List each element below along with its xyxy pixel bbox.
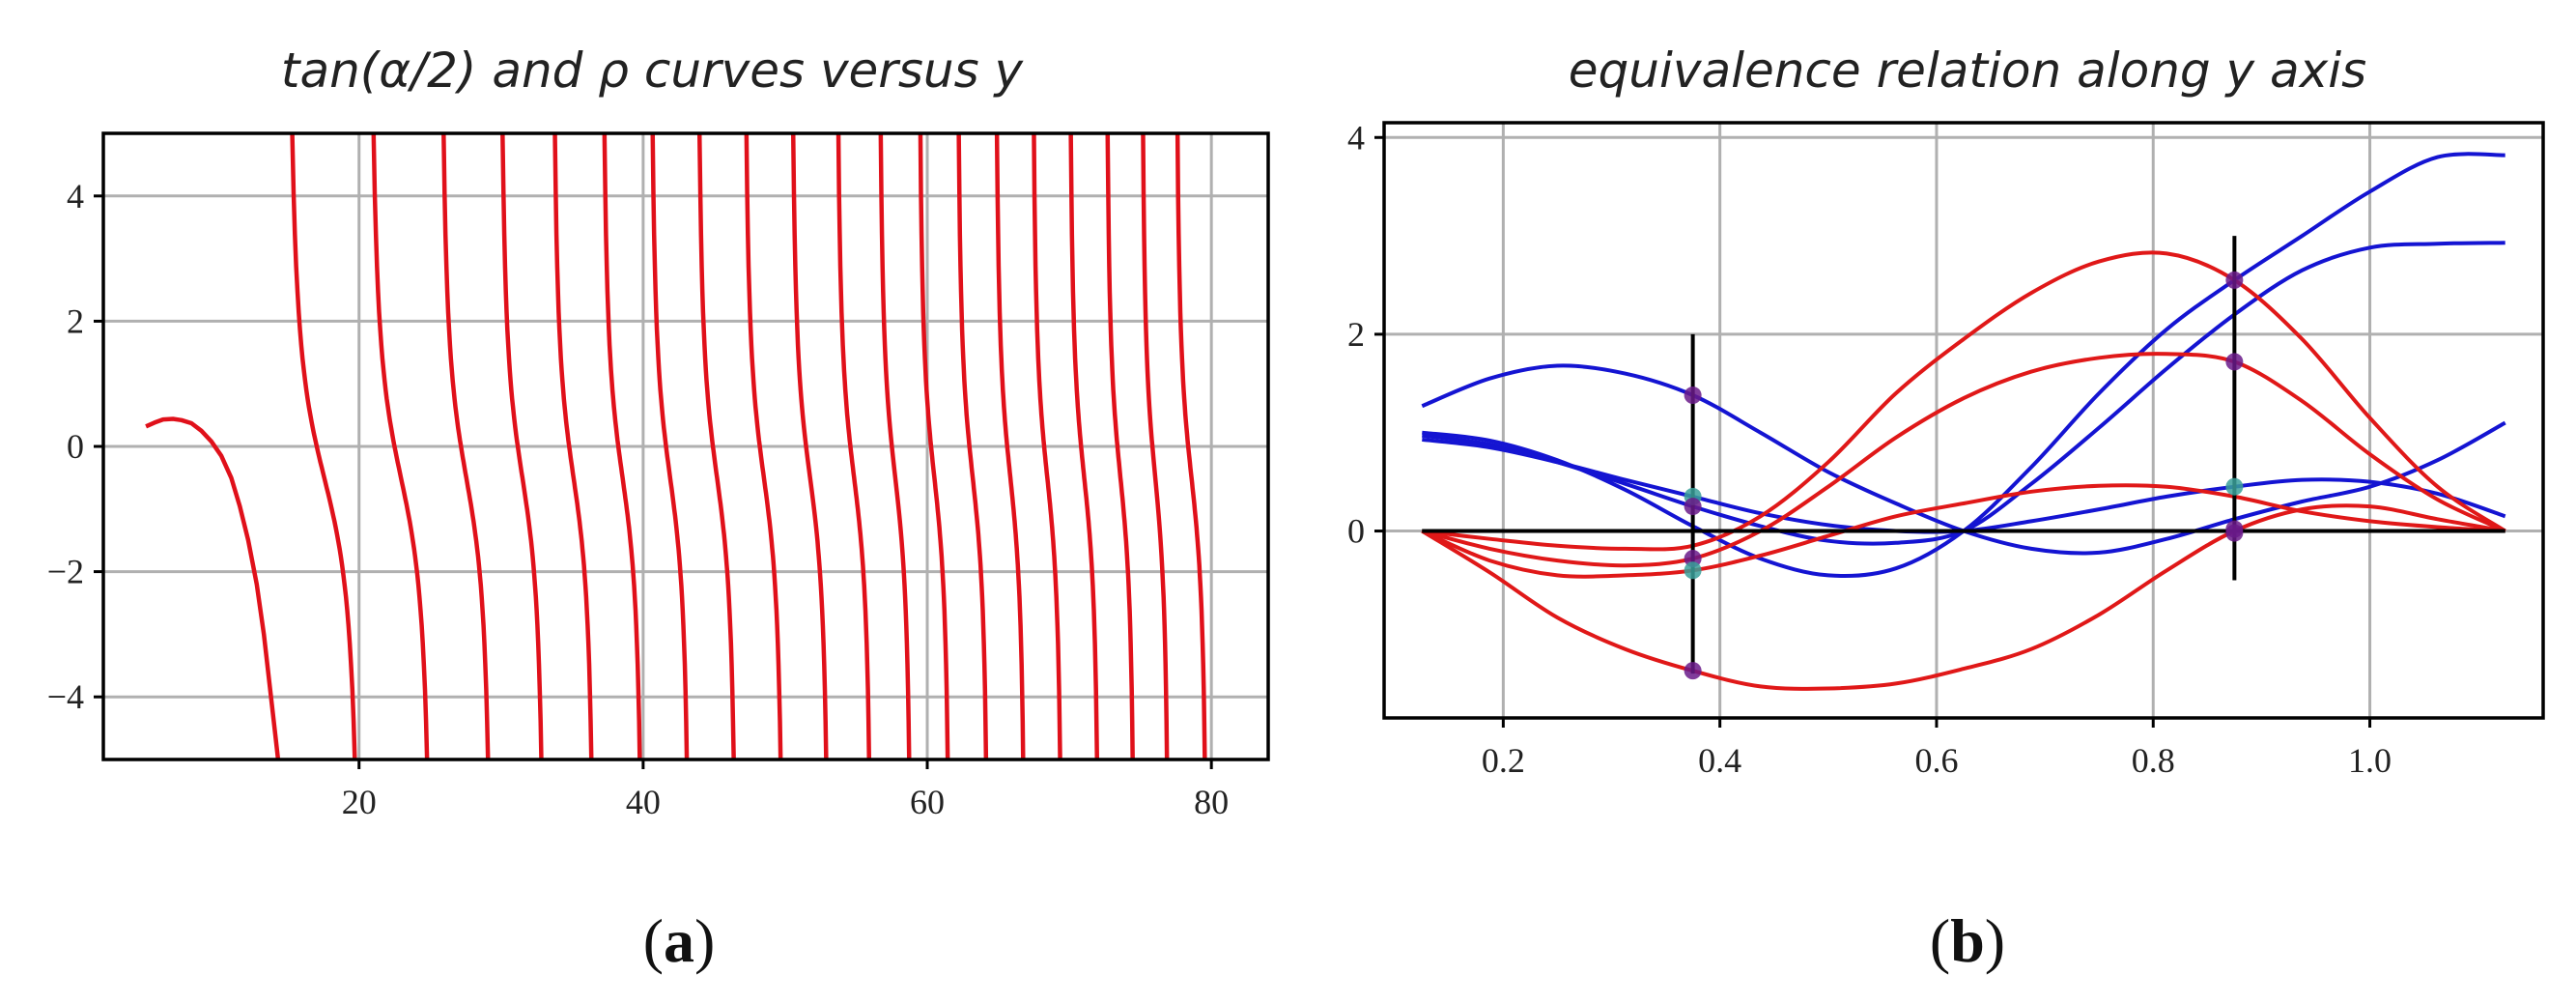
chart-b-x-tick-label: 1.0 bbox=[2348, 741, 2392, 780]
caption-b-open: ( bbox=[1930, 906, 1950, 975]
chart-a-title: tan(α/2) and ρ curves versus y bbox=[281, 43, 1025, 99]
chart-b-markers bbox=[1684, 271, 2244, 680]
chart-a-series-line bbox=[145, 416, 281, 759]
chart-a-branch bbox=[918, 133, 950, 759]
caption-b-close: ) bbox=[1985, 906, 2005, 975]
chart-a-branch bbox=[878, 133, 912, 759]
chart-b-reference-lines bbox=[1422, 236, 2505, 674]
chart-b-series-line-blue bbox=[1422, 241, 2505, 546]
caption-a-letter: a bbox=[664, 906, 694, 975]
chart-a-branch bbox=[1175, 133, 1207, 759]
chart-a-x-tick-label: 40 bbox=[626, 783, 661, 821]
chart-b-x-tick-label: 0.4 bbox=[1698, 741, 1741, 780]
chart-b-x-ticks: 0.2 0.4 0.6 0.8 1.0 bbox=[1482, 718, 2392, 780]
chart-a-branch bbox=[1105, 133, 1135, 759]
chart-b-x-tick-label: 0.2 bbox=[1482, 741, 1525, 780]
caption-b-letter: b bbox=[1950, 906, 1985, 975]
chart-b-marker bbox=[1684, 561, 1702, 580]
chart-a-y-tick-label: 0 bbox=[67, 427, 84, 466]
chart-a-x-ticks: 20 40 60 80 bbox=[342, 759, 1229, 821]
chart-b-y-tick-label: 0 bbox=[1347, 512, 1365, 551]
chart-b-marker bbox=[2225, 524, 2244, 542]
chart-a-branch bbox=[650, 133, 690, 759]
chart-a-branch bbox=[835, 133, 872, 759]
chart-a-branch bbox=[552, 133, 594, 759]
chart-b-series-line-red bbox=[1421, 352, 2506, 568]
chart-a-y-tick-label: −4 bbox=[47, 677, 84, 716]
panel-b: equivalence relation along y axis 0.2 0.4… bbox=[1347, 43, 2545, 780]
caption-a: (a) bbox=[643, 906, 716, 975]
caption-a-close: ) bbox=[694, 906, 715, 975]
caption-b: (b) bbox=[1930, 906, 2005, 975]
chart-a-branch bbox=[441, 133, 491, 759]
chart-a-y-tick-label: 2 bbox=[67, 301, 84, 340]
chart-a-branch bbox=[956, 133, 989, 759]
chart-a-branch bbox=[744, 133, 783, 759]
chart-a-branch bbox=[371, 133, 430, 759]
chart-a-branch bbox=[290, 133, 357, 759]
chart-a-branch bbox=[994, 133, 1026, 759]
chart-b-series-line-blue bbox=[1421, 363, 2506, 556]
chart-b-x-tick-label: 0.8 bbox=[2132, 741, 2175, 780]
chart-b-series-line-red bbox=[1421, 483, 2505, 579]
chart-a-x-tick-label: 80 bbox=[1194, 783, 1229, 821]
chart-b-marker bbox=[1684, 498, 1702, 516]
chart-a-branch bbox=[1141, 133, 1170, 759]
chart-b-y-tick-label: 4 bbox=[1347, 118, 1365, 157]
chart-a-branch bbox=[602, 133, 642, 759]
chart-b-marker bbox=[2225, 353, 2244, 371]
chart-a-y-tick-label: −2 bbox=[47, 553, 84, 591]
chart-a-x-tick-label: 20 bbox=[342, 783, 377, 821]
chart-b-series-line-red bbox=[1421, 503, 2506, 691]
chart-b-y-ticks: 0 2 4 bbox=[1347, 118, 1384, 551]
chart-a-branch bbox=[500, 133, 544, 759]
chart-b-x-tick-label: 0.6 bbox=[1914, 741, 1958, 780]
chart-b-series-line-blue bbox=[1422, 152, 2505, 579]
chart-b-marker bbox=[2225, 477, 2244, 496]
chart-b-series bbox=[1421, 152, 2506, 691]
chart-b-y-tick-label: 2 bbox=[1347, 315, 1365, 354]
chart-a-plot-area bbox=[145, 133, 1207, 759]
chart-b-marker bbox=[1684, 662, 1702, 680]
chart-a-series bbox=[145, 133, 1207, 759]
panel-a: tan(α/2) and ρ curves versus y 20 40 60 80 … bbox=[47, 43, 1270, 821]
chart-a-branch bbox=[696, 133, 736, 759]
chart-a-branch bbox=[790, 133, 829, 759]
chart-a-branch bbox=[1068, 133, 1100, 759]
chart-a-branch bbox=[1032, 133, 1062, 759]
caption-a-open: ( bbox=[643, 906, 664, 975]
chart-a-y-ticks: −4 −2 0 2 4 bbox=[47, 177, 103, 716]
chart-b-marker bbox=[2225, 271, 2244, 289]
chart-a-x-tick-label: 60 bbox=[910, 783, 945, 821]
chart-b-series-line-red bbox=[1422, 250, 2506, 552]
chart-b-frame bbox=[1382, 121, 2545, 720]
chart-b-grid bbox=[1384, 123, 2543, 718]
chart-a-y-tick-label: 4 bbox=[67, 177, 84, 215]
chart-b-marker bbox=[1684, 387, 1702, 405]
chart-b-title: equivalence relation along y axis bbox=[1569, 43, 2366, 99]
